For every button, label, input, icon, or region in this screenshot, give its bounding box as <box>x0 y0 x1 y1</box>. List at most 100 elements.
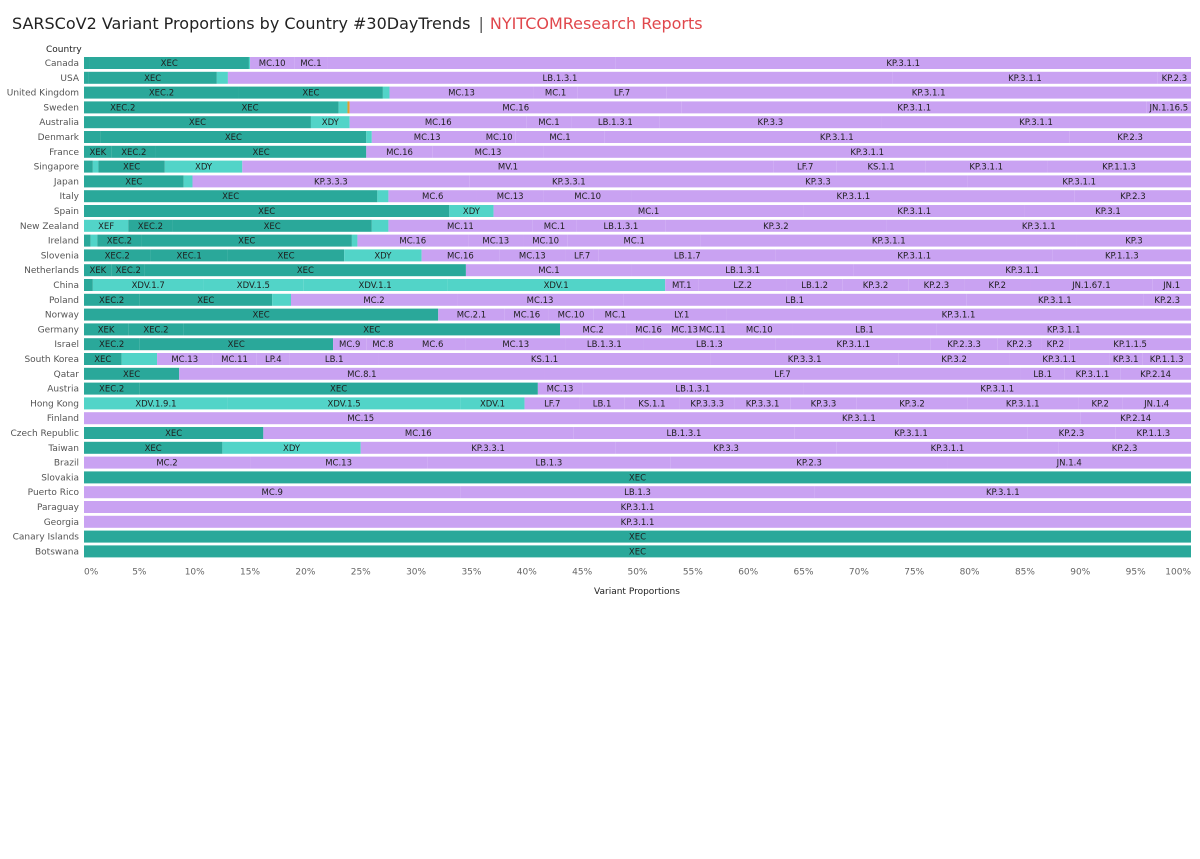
bar-segment <box>216 71 228 84</box>
bar-segment <box>183 175 193 188</box>
segment-label: KP.3.1.1 <box>942 311 976 321</box>
segment-label: MC.13 <box>497 192 524 202</box>
bar-segment-mv-1 <box>242 160 774 173</box>
bar-segment-xec <box>84 175 184 188</box>
bar-segment-kp-3-1 <box>1024 205 1191 217</box>
segment-label: MC.13 <box>414 133 441 143</box>
segment-label: MC.2 <box>583 325 604 335</box>
bar-segment-lb-1 <box>289 353 379 365</box>
row-poland: Poland XEC.2 XEC MC.2 MC.13 LB.1 KP.3.1.1 KP.2.… <box>49 293 1191 306</box>
segment-label: MC.13 <box>475 148 502 158</box>
bar-segment-kp-2-3 <box>997 338 1042 351</box>
bar-segment-mc-11 <box>212 353 257 365</box>
x-tick-label: 50% <box>627 567 647 577</box>
segment-label: LB.1 <box>855 325 874 335</box>
country-label: Qatar <box>54 370 80 380</box>
bar-segment-xdy <box>310 116 350 129</box>
segment-label: KP.3.3.1 <box>552 177 586 187</box>
bar-segment-kp-3-3 <box>790 397 857 410</box>
bar-segment <box>351 234 358 247</box>
country-label: Australia <box>39 118 79 128</box>
country-label: South Korea <box>24 355 79 365</box>
segment-label: XEK <box>89 266 106 276</box>
segment-label: KP.3.1.1 <box>621 518 655 528</box>
segment-label: XEC <box>241 103 258 113</box>
bar-segment-xek <box>84 264 112 277</box>
bar-segment-ks-1-1 <box>836 160 926 173</box>
bar-segment-xec-2 <box>84 338 140 351</box>
segment-label: XDV.1 <box>544 281 569 291</box>
segment-label: JN.1.4 <box>1056 459 1082 469</box>
segment-label: XEC <box>225 133 242 143</box>
bar-segment-lb-1 <box>1020 367 1065 380</box>
segment-label: KP.3.3.3 <box>690 399 724 409</box>
bar-segment-xdv-1-5 <box>227 397 461 410</box>
country-label: Denmark <box>38 133 80 143</box>
bar-segment-xec-2 <box>84 382 140 395</box>
bar-segment-mc-1 <box>465 264 632 277</box>
segment-label: KP.2.3 <box>1007 340 1033 350</box>
segment-label: XDV.1.5 <box>237 281 270 291</box>
segment-label: XEC <box>125 177 142 187</box>
segment-label: XEC <box>302 89 319 99</box>
bar-segment-xec <box>84 427 264 439</box>
x-tick-label: 25% <box>351 567 371 577</box>
bar-segment-kp-3-1-1 <box>84 501 1191 513</box>
bar-segment-xdv-1 <box>460 397 525 410</box>
row-japan: Japan XEC KP.3.3.3 KP.3.3.1 KP.3.3 KP.3.1.1 <box>53 175 1191 188</box>
segment-label: KP.3.1.1 <box>1076 370 1110 380</box>
segment-label: KP.2 <box>989 281 1007 291</box>
segment-label: KP.2.3.3 <box>947 340 981 350</box>
bar-segment-xec <box>141 234 352 247</box>
segment-label: MC.1 <box>605 311 626 321</box>
segment-label: MC.16 <box>513 311 540 321</box>
segment-label: LB.1 <box>1033 370 1052 380</box>
bar-segment-kp-3-1-1 <box>615 57 1191 69</box>
bar-segment-xdy <box>164 160 243 173</box>
country-label: Taiwan <box>47 444 79 454</box>
bar-segment-lb-1-3-1 <box>631 264 854 277</box>
segment-label: XEC <box>197 296 214 306</box>
segment-label: XEC <box>123 370 140 380</box>
bar-segment-mc-1 <box>493 205 804 217</box>
segment-label: MC.1 <box>544 222 565 232</box>
row-canary-islands: Canary Islands XEC <box>13 530 1191 543</box>
bar-segment-kp-3-1-1 <box>886 219 1191 232</box>
segment-label: KP.2.3 <box>796 459 822 469</box>
segment-label: MC.13 <box>547 385 574 395</box>
x-axis-label: Variant Proportions <box>594 587 680 597</box>
country-label: Singapore <box>34 163 80 173</box>
bar-segment-lb-1-3 <box>643 338 776 351</box>
bar-segment-xdy <box>449 205 494 217</box>
segment-label: KP.3.1.1 <box>842 414 876 424</box>
segment-label: KP.3.1.1 <box>820 133 854 143</box>
bar-segment-kp-1-1-3 <box>1142 353 1191 365</box>
segment-label: MC.16 <box>635 325 662 335</box>
segment-label: KP.3.1 <box>1113 355 1139 365</box>
bar-segment-mc-8-1 <box>179 367 545 380</box>
bar-segment-xec <box>89 57 249 69</box>
segment-label: KP.3.1.1 <box>837 340 871 350</box>
country-label: Slovakia <box>41 473 79 483</box>
bar-segment-kp-3-1-1 <box>631 190 1075 203</box>
segment-label: KP.3.1.1 <box>969 163 1003 173</box>
row-singapore: Singapore XEC XDY MV.1 LF.7 KS.1.1 KP.3.1.1 KP.… <box>34 160 1191 173</box>
bar-segment-ks-1-1 <box>624 397 680 410</box>
segment-label: LB.1 <box>593 399 612 409</box>
segment-label: KP.3.1.1 <box>894 429 928 439</box>
segment-label: KP.3.3 <box>805 177 831 187</box>
bar-segment-kp-3-3-3 <box>679 397 735 410</box>
segment-label: XEC.2 <box>110 103 135 113</box>
bar-segment-kp-3-1-1 <box>700 234 1077 247</box>
bar-segment-lf-7 <box>524 397 580 410</box>
bar-segment-mc-13 <box>389 86 534 99</box>
row-qatar: Qatar XEC MC.8.1 LF.7 LB.1 KP.3.1.1 KP.2.14 <box>54 367 1191 380</box>
segment-label: LF.7 <box>574 251 590 261</box>
country-label: Spain <box>54 207 79 217</box>
segment-label: XEC <box>297 266 314 276</box>
bar-segment <box>84 234 91 247</box>
segment-label: XEC <box>165 429 182 439</box>
bar-segment-kp-3-1-1 <box>881 116 1191 129</box>
bar-segment-xec <box>139 338 334 351</box>
bar-segment-kp-2-3 <box>1143 293 1191 306</box>
